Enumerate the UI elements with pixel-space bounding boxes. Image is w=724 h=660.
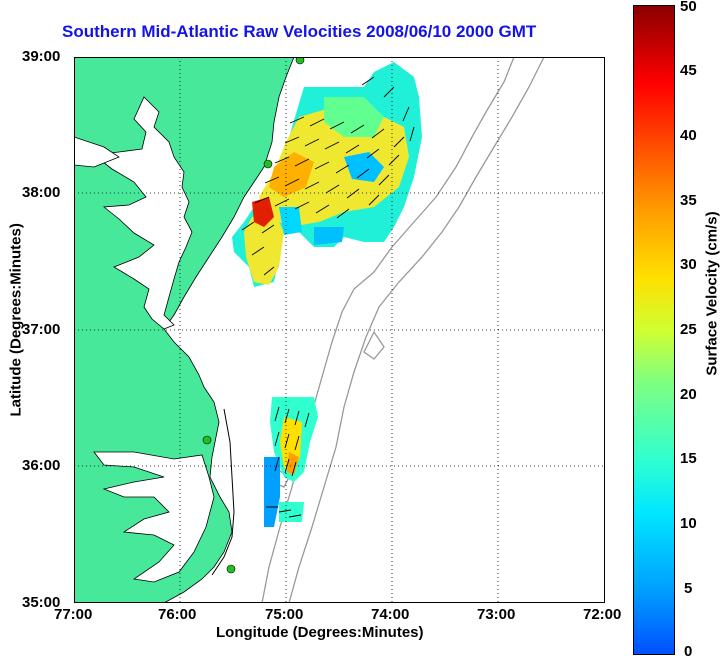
y-tick-label: 35:00 <box>22 594 61 611</box>
velocity-field-south <box>264 397 318 527</box>
x-tick-label: 77:00 <box>54 606 93 623</box>
y-tick-label: 36:00 <box>22 457 61 474</box>
y-tick-label: 39:00 <box>22 48 61 65</box>
x-tick-label: 76:00 <box>158 606 197 623</box>
map-grid <box>74 57 605 603</box>
colorbar-tick: 40 <box>680 127 697 144</box>
colorbar-tick: 15 <box>680 450 697 467</box>
chesapeake-bay <box>92 96 193 330</box>
colorbar-tick: 45 <box>680 62 697 79</box>
colorbar-tick: 25 <box>680 321 697 338</box>
velocity-field-north <box>232 62 422 287</box>
x-tick-label: 72:00 <box>583 606 622 623</box>
colorbar-tick: 30 <box>680 256 697 273</box>
colorbar-tick: 10 <box>680 515 697 532</box>
y-tick-label: 38:00 <box>22 184 61 201</box>
colorbar-label: Surface Velocity (cm/s) <box>703 211 721 376</box>
barrier-islands <box>211 408 235 576</box>
colorbar-tick: 20 <box>680 386 697 403</box>
velocity-arrows <box>241 76 415 518</box>
delaware-bay <box>74 136 120 168</box>
x-tick-label: 75:00 <box>265 606 304 623</box>
x-tick-label: 73:00 <box>477 606 516 623</box>
radar-station-markers <box>202 57 305 574</box>
y-tick-label: 37:00 <box>22 321 61 338</box>
colorbar <box>633 5 675 655</box>
y-axis-label: Latitude (Degrees:Minutes) <box>7 223 25 417</box>
map-title: Southern Mid-Atlantic Raw Velocities 200… <box>62 22 537 41</box>
colorbar-tick: 5 <box>684 580 693 597</box>
x-tick-label: 74:00 <box>371 606 410 623</box>
map-plot <box>74 57 605 603</box>
colorbar-tick: 50 <box>680 0 697 15</box>
pamlico-sound <box>93 451 215 583</box>
colorbar-tick: 35 <box>680 192 697 209</box>
colorbar-tick: 0 <box>684 643 693 660</box>
x-axis-label: Longitude (Degrees:Minutes) <box>216 624 424 641</box>
